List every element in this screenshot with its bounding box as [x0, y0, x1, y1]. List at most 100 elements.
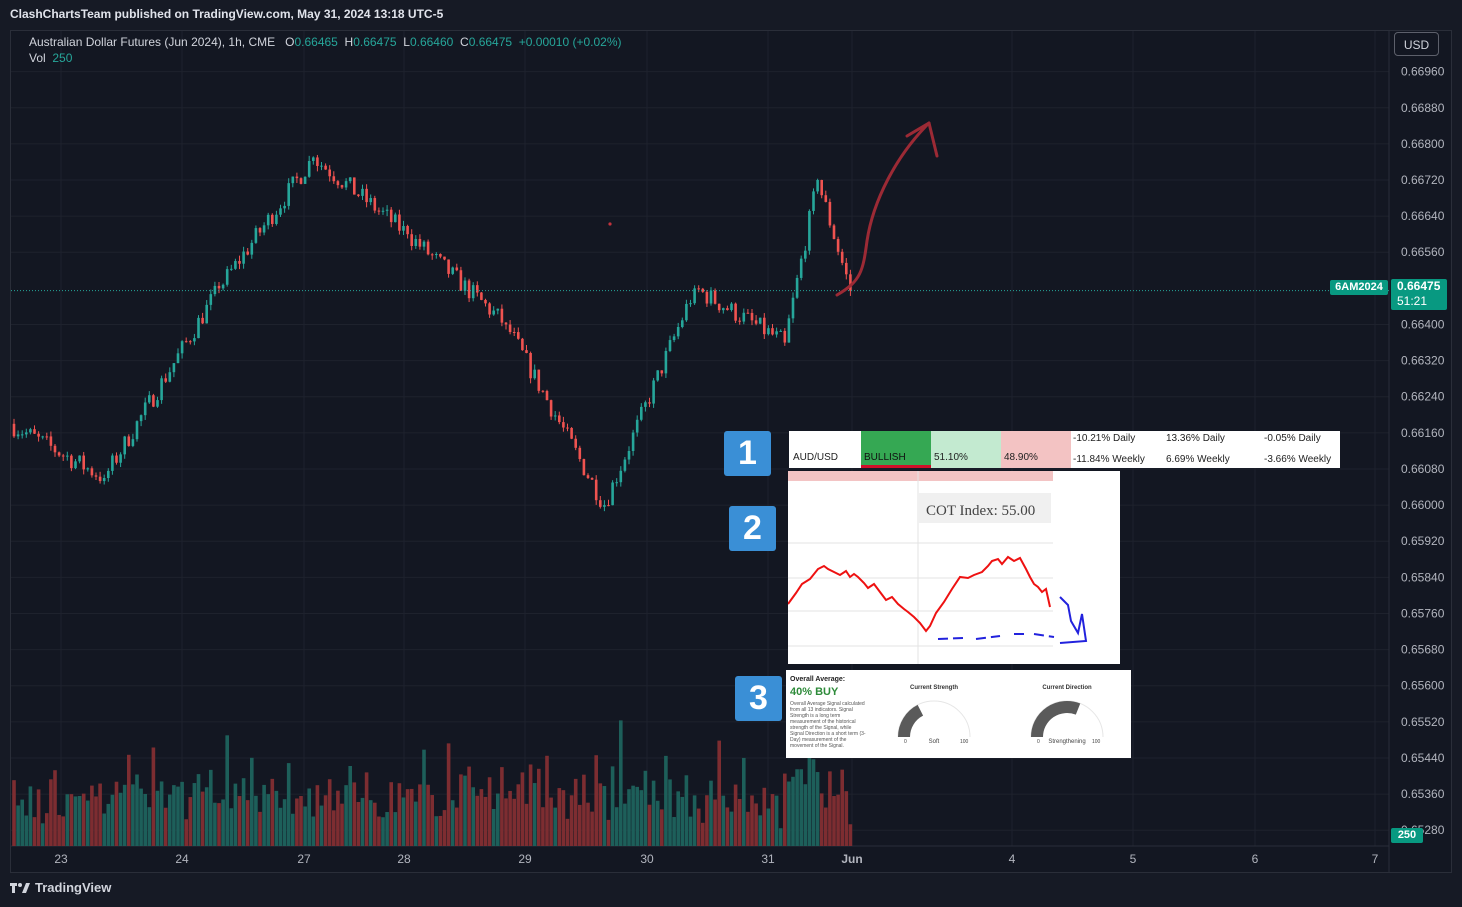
badge-2: 2: [729, 506, 776, 551]
candle-body: [644, 402, 647, 407]
volume-bar: [573, 778, 578, 846]
volume-bar: [491, 808, 496, 846]
volume-bar: [278, 807, 283, 846]
candle-body: [512, 331, 516, 333]
candle-body: [492, 310, 495, 315]
volume-bar: [684, 775, 689, 846]
volume-bar: [619, 720, 623, 846]
brand-name: TradingView: [35, 880, 112, 895]
cot-blue-dash: [937, 633, 1055, 640]
volume-bar: [250, 757, 254, 846]
volume-bar: [795, 769, 799, 846]
volume-bar: [241, 778, 246, 846]
annotation-dot: [608, 222, 612, 226]
candle-body: [53, 445, 57, 453]
volume-bar: [57, 814, 61, 846]
volume-bar: [196, 774, 201, 846]
candle-body: [836, 239, 840, 252]
candle-body: [652, 380, 655, 404]
price-tick-label: 0.66080: [1401, 462, 1445, 476]
volume-bar: [549, 797, 553, 846]
volume-bar: [459, 774, 463, 846]
volume-bar: [737, 798, 742, 846]
volume-bar: [364, 772, 369, 846]
change-daily-1: -10.21% Daily: [1073, 433, 1136, 444]
candle-body: [824, 195, 828, 202]
volume-bar: [623, 803, 627, 846]
candle-body: [131, 439, 135, 446]
price-chart[interactable]: 0.66960 0.66880 0.66800 0.66720 0.66640 0.665…: [11, 31, 1451, 872]
candle-body: [623, 459, 627, 471]
candle-body: [615, 482, 618, 484]
candle-body: [709, 290, 713, 304]
volume-bar: [311, 816, 316, 846]
symbol-name: Australian Dollar Futures (Jun 2024), 1h…: [29, 35, 276, 49]
candle-body: [840, 251, 844, 263]
candle-body: [332, 176, 336, 182]
volume-bar: [122, 784, 127, 846]
candle-body: [529, 353, 532, 379]
strength-value: Soft: [928, 739, 940, 745]
candle-body: [197, 317, 200, 339]
currency-button[interactable]: USD: [1394, 32, 1439, 56]
strength-title: Current Strength: [910, 685, 958, 691]
candle-body: [533, 369, 536, 379]
forecast-arrow-head: [905, 121, 939, 158]
volume-bar: [778, 828, 783, 846]
symbol-legend: Australian Dollar Futures (Jun 2024), 1h…: [29, 35, 622, 49]
volume-bar: [332, 810, 336, 846]
candle-body: [697, 288, 700, 290]
low-label: L: [403, 35, 410, 49]
volume-bar: [327, 779, 332, 846]
strength-gauge-fill: [898, 704, 924, 738]
close-label: C: [460, 35, 469, 49]
candle-body: [828, 201, 832, 226]
volume-bar: [16, 805, 20, 846]
volume-bar: [86, 800, 90, 846]
price-axis[interactable]: 0.66960 0.66880 0.66800 0.66720 0.66640 0.665…: [1401, 65, 1445, 838]
candle-body: [12, 423, 16, 437]
candle-body: [599, 500, 602, 507]
volume-bar: [299, 796, 303, 846]
candle-body: [246, 251, 249, 255]
candle-body: [767, 328, 770, 335]
volume-bar: [729, 811, 734, 846]
candle-body: [664, 350, 668, 374]
candle-body: [90, 468, 94, 476]
candle-body: [160, 378, 163, 401]
candle-body: [410, 234, 413, 246]
candle-body: [750, 312, 754, 321]
volume-bar: [414, 801, 418, 846]
price-tick-label: 0.65680: [1401, 643, 1445, 657]
volume-bar: [586, 802, 590, 846]
candle-body: [184, 341, 188, 343]
candle-body: [369, 198, 372, 203]
volume-bar: [209, 769, 213, 846]
volume-bar: [422, 749, 426, 846]
price-tick-label: 0.66800: [1401, 137, 1445, 151]
time-tick-label: 5: [1130, 852, 1137, 866]
time-tick-label: 4: [1009, 852, 1016, 866]
last-price-value: 0.66475: [1397, 279, 1441, 293]
candle-body: [783, 330, 787, 343]
candle-body: [303, 176, 307, 184]
candle-body: [41, 436, 44, 438]
candle-body: [804, 250, 807, 259]
candle-body: [476, 285, 479, 293]
volume-bar: [475, 795, 480, 846]
candle-body: [49, 436, 53, 446]
cot-index-label: COT Index: 55.00: [926, 503, 1035, 519]
volume-bar: [660, 809, 664, 846]
volume-bar: [213, 802, 217, 846]
volume-bar: [176, 786, 180, 846]
change-weekly-2: 6.69% Weekly: [1166, 454, 1230, 465]
volume-bar: [81, 793, 86, 846]
volume-bar: [40, 823, 45, 846]
time-axis[interactable]: 23 24 27 28 29 30 31 Jun 4 5 6 7: [54, 852, 1378, 866]
candle-body: [459, 270, 463, 291]
volume-bar: [438, 815, 443, 846]
volume-bar: [385, 812, 389, 846]
volume-bar: [692, 795, 697, 846]
candle-body: [717, 303, 721, 311]
volume-bar: [446, 743, 451, 846]
